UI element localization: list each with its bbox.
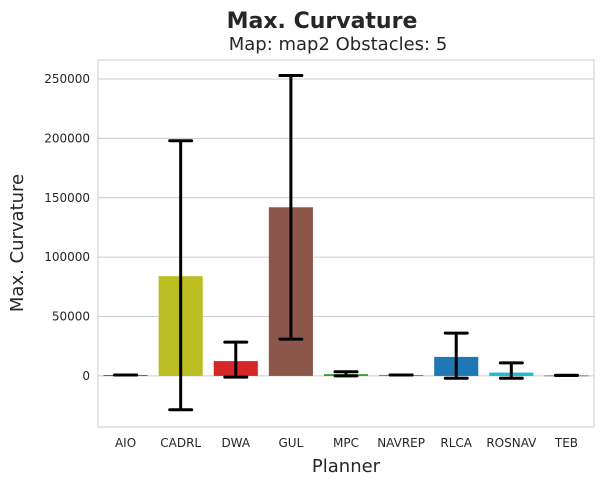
error-bars [113, 73, 579, 412]
y-tick-label: 200000 [44, 131, 90, 145]
y-tick-label: 0 [82, 369, 90, 383]
y-tick-labels: 0 50000 100000 150000 200000 250000 [44, 72, 90, 383]
x-tick-label: AIO [115, 436, 136, 450]
x-tick-label: CADRL [160, 436, 201, 450]
x-axis-label: Planner [312, 456, 381, 477]
x-tick-labels: AIO CADRL DWA GUL MPC NAVREP RLCA ROSNAV TEB [115, 436, 578, 450]
x-tick-label: NAVREP [377, 436, 425, 450]
y-tick-label: 50000 [52, 310, 90, 324]
y-tick-label: 100000 [44, 250, 90, 264]
y-tick-label: 250000 [44, 72, 90, 86]
x-tick-label: DWA [221, 436, 250, 450]
x-tick-label: MPC [333, 436, 359, 450]
y-tick-label: 150000 [44, 191, 90, 205]
chart-subtitle: Map: map2 Obstacles: 5 [229, 34, 448, 55]
x-tick-label: ROSNAV [486, 436, 537, 450]
y-axis-label: Max. Curvature [7, 174, 28, 312]
x-tick-label: GUL [278, 436, 303, 450]
x-tick-label: TEB [554, 436, 578, 450]
x-tick-label: RLCA [440, 436, 472, 450]
chart-title: Max. Curvature [227, 9, 418, 34]
